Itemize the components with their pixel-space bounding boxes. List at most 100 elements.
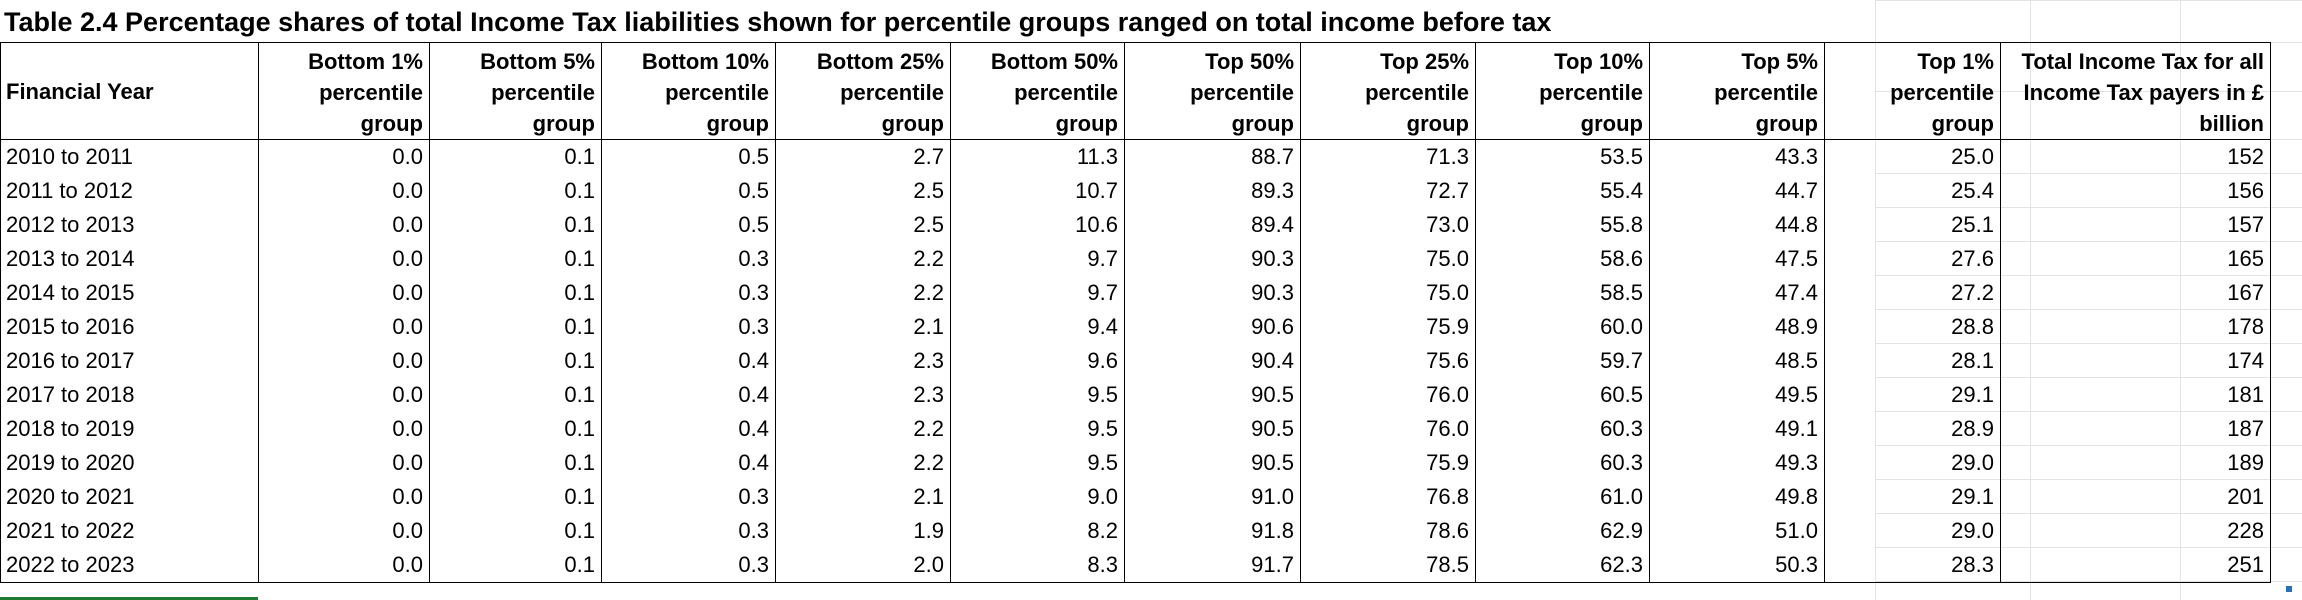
value-cell[interactable]: 90.6 <box>1124 310 1301 344</box>
value-cell[interactable]: 251 <box>2000 548 2271 583</box>
value-cell[interactable]: 10.6 <box>950 208 1125 242</box>
value-cell[interactable]: 0.1 <box>429 242 602 276</box>
value-cell[interactable]: 0.1 <box>429 139 602 174</box>
financial-year-cell[interactable]: 2011 to 2012 <box>0 174 259 208</box>
value-cell[interactable]: 28.3 <box>1824 548 2001 583</box>
value-cell[interactable]: 25.4 <box>1824 174 2001 208</box>
value-cell[interactable]: 2.2 <box>775 446 951 480</box>
value-cell[interactable]: 44.7 <box>1649 174 1825 208</box>
value-cell[interactable]: 10.7 <box>950 174 1125 208</box>
value-cell[interactable]: 75.9 <box>1300 446 1476 480</box>
value-cell[interactable]: 0.0 <box>258 446 430 480</box>
column-header[interactable]: Bottom 50% percentile group <box>950 42 1125 140</box>
value-cell[interactable]: 0.3 <box>601 242 776 276</box>
financial-year-cell[interactable]: 2022 to 2023 <box>0 548 259 583</box>
value-cell[interactable]: 187 <box>2000 412 2271 446</box>
value-cell[interactable]: 90.3 <box>1124 242 1301 276</box>
value-cell[interactable]: 9.7 <box>950 276 1125 310</box>
value-cell[interactable]: 49.5 <box>1649 378 1825 412</box>
value-cell[interactable]: 49.8 <box>1649 480 1825 514</box>
value-cell[interactable]: 61.0 <box>1475 480 1650 514</box>
value-cell[interactable]: 201 <box>2000 480 2271 514</box>
value-cell[interactable]: 72.7 <box>1300 174 1476 208</box>
value-cell[interactable]: 181 <box>2000 378 2271 412</box>
value-cell[interactable]: 47.4 <box>1649 276 1825 310</box>
value-cell[interactable]: 9.7 <box>950 242 1125 276</box>
financial-year-cell[interactable]: 2013 to 2014 <box>0 242 259 276</box>
value-cell[interactable]: 90.5 <box>1124 412 1301 446</box>
value-cell[interactable]: 8.3 <box>950 548 1125 583</box>
value-cell[interactable]: 50.3 <box>1649 548 1825 583</box>
value-cell[interactable]: 11.3 <box>950 139 1125 174</box>
value-cell[interactable]: 91.0 <box>1124 480 1301 514</box>
value-cell[interactable]: 28.1 <box>1824 344 2001 378</box>
value-cell[interactable]: 29.1 <box>1824 378 2001 412</box>
value-cell[interactable]: 90.5 <box>1124 446 1301 480</box>
value-cell[interactable]: 29.0 <box>1824 514 2001 548</box>
value-cell[interactable]: 165 <box>2000 242 2271 276</box>
value-cell[interactable]: 59.7 <box>1475 344 1650 378</box>
value-cell[interactable]: 76.0 <box>1300 412 1476 446</box>
value-cell[interactable]: 0.3 <box>601 514 776 548</box>
financial-year-cell[interactable]: 2019 to 2020 <box>0 446 259 480</box>
column-header[interactable]: Top 50% percentile group <box>1124 42 1301 140</box>
value-cell[interactable]: 0.0 <box>258 208 430 242</box>
value-cell[interactable]: 0.4 <box>601 446 776 480</box>
value-cell[interactable]: 2.2 <box>775 276 951 310</box>
financial-year-cell[interactable]: 2020 to 2021 <box>0 480 259 514</box>
value-cell[interactable]: 75.0 <box>1300 242 1476 276</box>
value-cell[interactable]: 71.3 <box>1300 139 1476 174</box>
value-cell[interactable]: 0.0 <box>258 412 430 446</box>
value-cell[interactable]: 0.0 <box>258 242 430 276</box>
value-cell[interactable]: 0.0 <box>258 378 430 412</box>
value-cell[interactable]: 58.6 <box>1475 242 1650 276</box>
value-cell[interactable]: 91.7 <box>1124 548 1301 583</box>
fill-handle[interactable] <box>2286 586 2292 592</box>
value-cell[interactable]: 0.0 <box>258 174 430 208</box>
value-cell[interactable]: 0.5 <box>601 174 776 208</box>
value-cell[interactable]: 76.0 <box>1300 378 1476 412</box>
value-cell[interactable]: 2.2 <box>775 412 951 446</box>
column-header[interactable]: Bottom 5% percentile group <box>429 42 602 140</box>
column-header[interactable]: Total Income Tax for all Income Tax paye… <box>2000 42 2271 140</box>
value-cell[interactable]: 152 <box>2000 139 2271 174</box>
value-cell[interactable]: 62.3 <box>1475 548 1650 583</box>
value-cell[interactable]: 2.5 <box>775 208 951 242</box>
value-cell[interactable]: 228 <box>2000 514 2271 548</box>
value-cell[interactable]: 156 <box>2000 174 2271 208</box>
value-cell[interactable]: 0.4 <box>601 378 776 412</box>
value-cell[interactable]: 1.9 <box>775 514 951 548</box>
value-cell[interactable]: 60.5 <box>1475 378 1650 412</box>
value-cell[interactable]: 167 <box>2000 276 2271 310</box>
value-cell[interactable]: 174 <box>2000 344 2271 378</box>
column-header[interactable]: Top 1% percentile group <box>1824 42 2001 140</box>
value-cell[interactable]: 9.0 <box>950 480 1125 514</box>
value-cell[interactable]: 51.0 <box>1649 514 1825 548</box>
value-cell[interactable]: 58.5 <box>1475 276 1650 310</box>
financial-year-cell[interactable]: 2014 to 2015 <box>0 276 259 310</box>
value-cell[interactable]: 2.0 <box>775 548 951 583</box>
value-cell[interactable]: 0.0 <box>258 310 430 344</box>
value-cell[interactable]: 0.3 <box>601 480 776 514</box>
value-cell[interactable]: 2.7 <box>775 139 951 174</box>
value-cell[interactable]: 9.5 <box>950 446 1125 480</box>
value-cell[interactable]: 0.1 <box>429 548 602 583</box>
value-cell[interactable]: 28.8 <box>1824 310 2001 344</box>
value-cell[interactable]: 60.3 <box>1475 412 1650 446</box>
value-cell[interactable]: 0.4 <box>601 344 776 378</box>
financial-year-cell[interactable]: 2012 to 2013 <box>0 208 259 242</box>
value-cell[interactable]: 2.3 <box>775 344 951 378</box>
value-cell[interactable]: 0.1 <box>429 276 602 310</box>
value-cell[interactable]: 0.0 <box>258 480 430 514</box>
value-cell[interactable]: 75.9 <box>1300 310 1476 344</box>
value-cell[interactable]: 0.3 <box>601 276 776 310</box>
value-cell[interactable]: 157 <box>2000 208 2271 242</box>
value-cell[interactable]: 90.5 <box>1124 378 1301 412</box>
value-cell[interactable]: 47.5 <box>1649 242 1825 276</box>
value-cell[interactable]: 2.5 <box>775 174 951 208</box>
value-cell[interactable]: 0.0 <box>258 548 430 583</box>
value-cell[interactable]: 0.0 <box>258 139 430 174</box>
table-title[interactable]: Table 2.4 Percentage shares of total Inc… <box>4 7 1552 37</box>
value-cell[interactable]: 78.5 <box>1300 548 1476 583</box>
value-cell[interactable]: 2.1 <box>775 310 951 344</box>
